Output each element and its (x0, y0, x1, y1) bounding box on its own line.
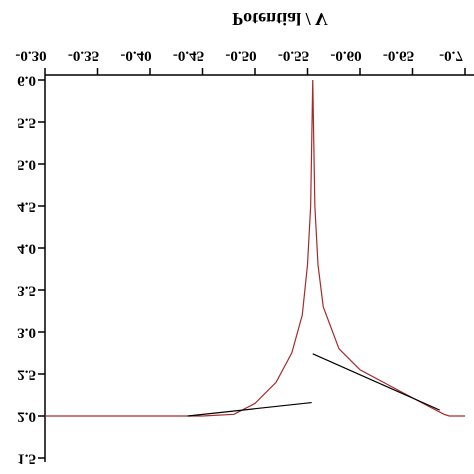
x-tick-label: -0.35 (68, 48, 99, 64)
line (312, 353, 441, 411)
x-tick-label: -0.65 (383, 48, 414, 64)
x-tick-label: -0.40 (120, 48, 151, 64)
y-tick-label: 2.5 (17, 367, 36, 383)
chart-title: Potential / V (232, 9, 328, 29)
y-tick-label: 4.5 (17, 199, 36, 215)
y-tick-label: 2.0 (17, 409, 36, 425)
y-tick-label: 5.0 (17, 157, 36, 173)
x-tick-label: -0.55 (278, 48, 309, 64)
x-tick-label: -0.7 (439, 48, 463, 64)
x-tick-label: -0.45 (173, 48, 204, 64)
y-tick-label: 5.5 (17, 115, 36, 131)
x-tick-label: -0.30 (15, 48, 46, 64)
y-tick-label: 3.5 (17, 283, 36, 299)
line (187, 401, 312, 417)
y-tick-label: 1.5 (17, 451, 36, 467)
y-tick-label: 6.0 (17, 73, 36, 89)
line (45, 79, 465, 417)
y-tick-label: 4.0 (17, 241, 36, 257)
x-tick-label: -0.60 (330, 48, 361, 64)
y-tick-label: 3.0 (17, 325, 36, 341)
x-tick-label: -0.50 (225, 48, 256, 64)
